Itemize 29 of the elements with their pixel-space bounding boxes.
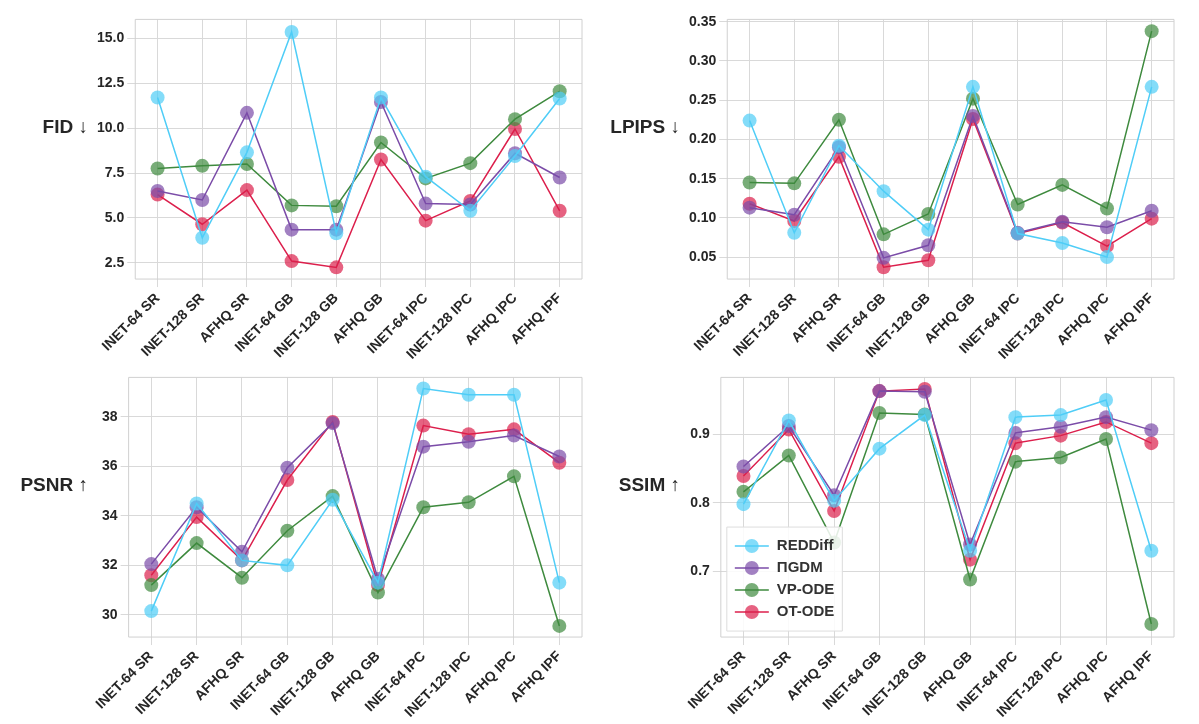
y-tick-label: 10.0 [97,118,125,135]
legend-label: VP-ODE [776,580,835,598]
y-tick-label: 34 [102,506,118,523]
y-tick-label: 0.8 [690,493,711,510]
y-tick-label: 38 [102,407,118,424]
y-tick-label: 32 [102,556,118,573]
legend-label: OT-ODE [776,602,835,620]
y-tick-label: 0.7 [690,562,711,579]
y-axis-title: SSIM ↑ [617,474,680,496]
y-tick-label: 2.5 [104,253,125,270]
y-tick-label: 15.0 [97,29,125,46]
y-tick-label: 0.15 [689,169,717,186]
y-tick-label: 0.20 [689,130,717,147]
y-tick-label: 5.0 [104,208,125,225]
y-tick-label: 7.5 [104,163,125,180]
y-tick-label: 0.35 [689,12,717,29]
y-axis-title: PSNR ↑ [19,474,88,496]
y-tick-label: 0.30 [689,51,717,68]
y-tick-label: 12.5 [97,74,125,91]
y-tick-label: 0.10 [689,208,717,225]
y-tick-label: 0.9 [690,425,711,442]
y-axis-title: FID ↓ [41,116,88,138]
legend-label: REDDiff [776,536,835,554]
y-tick-label: 36 [102,457,118,474]
y-tick-label: 0.05 [689,247,717,264]
y-tick-label: 0.25 [689,91,717,108]
y-tick-label: 30 [102,605,118,622]
legend-label: ΠGDM [776,558,823,576]
y-axis-title: LPIPS ↓ [609,116,680,138]
